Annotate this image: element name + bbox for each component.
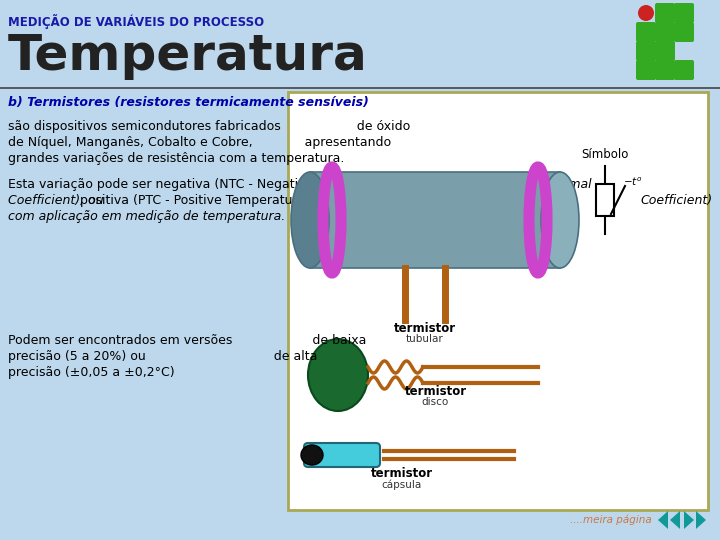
Bar: [596, 184, 614, 216]
Polygon shape: [696, 511, 706, 529]
Ellipse shape: [638, 5, 654, 21]
Text: disco: disco: [422, 397, 449, 407]
FancyBboxPatch shape: [674, 3, 694, 23]
Ellipse shape: [291, 172, 329, 268]
Polygon shape: [658, 511, 668, 529]
Text: Símbolo: Símbolo: [581, 148, 629, 161]
FancyBboxPatch shape: [655, 60, 675, 80]
Text: termistor: termistor: [394, 322, 456, 335]
Text: termistor: termistor: [371, 467, 433, 480]
FancyBboxPatch shape: [674, 22, 694, 42]
Text: termistor: termistor: [405, 385, 467, 398]
Text: de Níquel, Manganês, Cobalto e Cobre,             apresentando: de Níquel, Manganês, Cobalto e Cobre, ap…: [8, 136, 391, 149]
FancyBboxPatch shape: [636, 22, 656, 42]
Text: Podem ser encontrados em versões                    de baixa: Podem ser encontrados em versões de baix…: [8, 334, 366, 347]
Text: Thermal: Thermal: [540, 178, 592, 191]
FancyBboxPatch shape: [655, 41, 675, 61]
Text: Esta variação pode ser negativa (NTC - Negative: Esta variação pode ser negativa (NTC - N…: [8, 178, 393, 191]
FancyBboxPatch shape: [655, 3, 675, 23]
FancyBboxPatch shape: [674, 60, 694, 80]
Text: MEDIÇÃO DE VARIÁVEIS DO PROCESSO: MEDIÇÃO DE VARIÁVEIS DO PROCESSO: [8, 14, 264, 29]
Polygon shape: [310, 172, 560, 268]
FancyBboxPatch shape: [636, 60, 656, 80]
Text: tubular: tubular: [406, 334, 444, 344]
Polygon shape: [684, 511, 694, 529]
Ellipse shape: [308, 339, 368, 411]
FancyBboxPatch shape: [655, 22, 675, 42]
Text: b) Termistores (resistores termicamente sensíveis): b) Termistores (resistores termicamente …: [8, 96, 369, 109]
Polygon shape: [670, 511, 680, 529]
Text: ....meira página: ....meira página: [570, 515, 652, 525]
Text: Coefficient): Coefficient): [640, 194, 712, 207]
Text: precisão (±0,05 a ±0,2°C): precisão (±0,05 a ±0,2°C): [8, 366, 175, 379]
Text: Temperatura: Temperatura: [8, 32, 368, 80]
Text: Coefficient), ou: Coefficient), ou: [8, 194, 104, 207]
FancyBboxPatch shape: [636, 41, 656, 61]
Text: são dispositivos semicondutores fabricados                   de óxido: são dispositivos semicondutores fabricad…: [8, 120, 410, 133]
Text: com aplicação em medição de temperatura.: com aplicação em medição de temperatura.: [8, 210, 285, 223]
Ellipse shape: [301, 445, 323, 465]
FancyBboxPatch shape: [304, 443, 380, 467]
Ellipse shape: [541, 172, 579, 268]
Text: cápsula: cápsula: [382, 479, 422, 489]
Bar: [288, 92, 708, 510]
Text: positiva (PTC - Positive Temperature: positiva (PTC - Positive Temperature: [8, 194, 349, 207]
Text: grandes variações de resistência com a temperatura.: grandes variações de resistência com a t…: [8, 152, 344, 165]
Text: $-t^o$: $-t^o$: [623, 176, 643, 188]
Text: precisão (5 a 20%) ou                                de alta: precisão (5 a 20%) ou de alta: [8, 350, 318, 363]
